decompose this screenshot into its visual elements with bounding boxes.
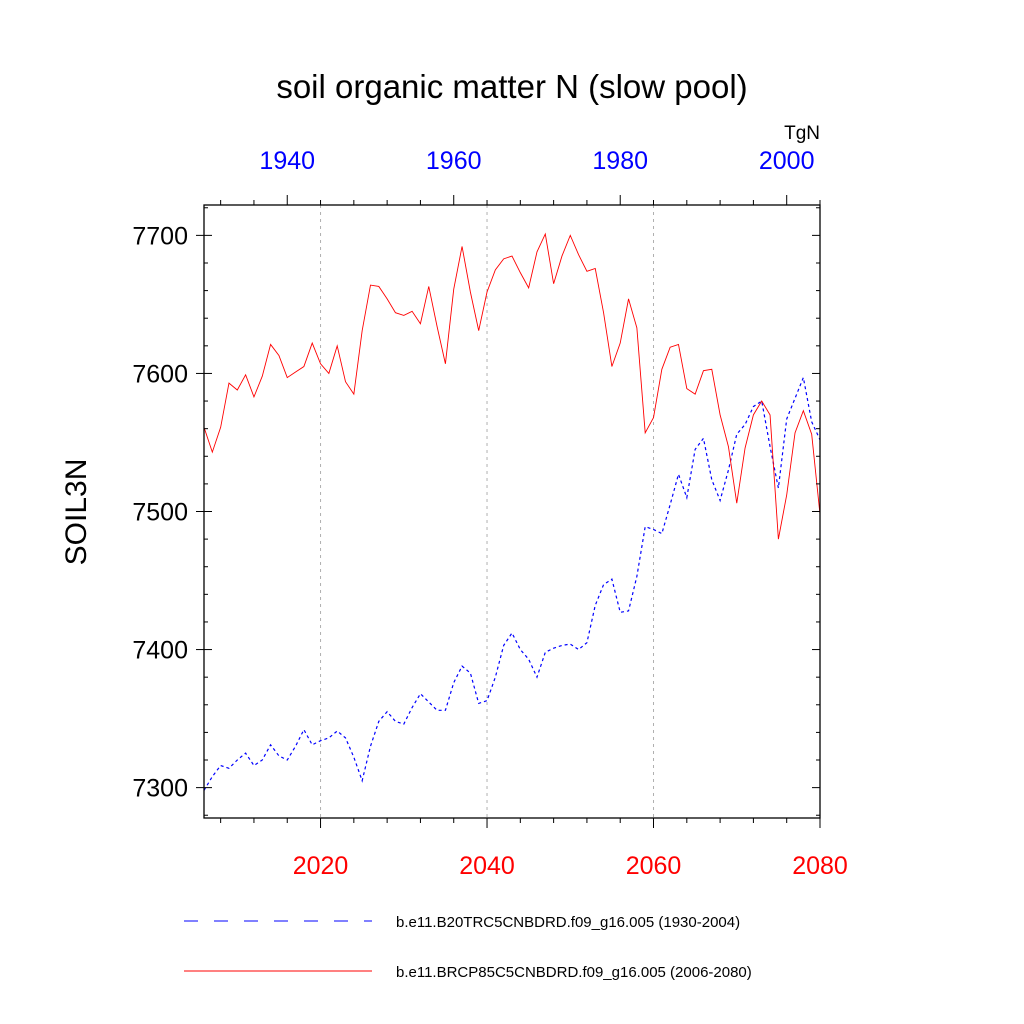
y-tick-label: 7600 [132, 360, 188, 388]
y-tick-label: 7300 [132, 775, 188, 803]
axes: 7300 7400 7500 7600 7700 2020 2040 2060 2080 1940… [132, 147, 847, 880]
legend-label-rcp85: b.e11.BRCP85C5CNBDRD.f09_g16.005 (2006-2… [396, 964, 752, 981]
legend: b.e11.B20TRC5CNBDRD.f09_g16.005 (1930-20… [184, 914, 752, 981]
legend-label-historical: b.e11.B20TRC5CNBDRD.f09_g16.005 (1930-20… [396, 914, 740, 931]
y-tick-label: 7700 [132, 222, 188, 250]
series-line-rcp85 [203, 232, 821, 540]
top-tick-label: 2000 [759, 147, 815, 175]
series-group [203, 232, 821, 791]
y-tick-label: 7400 [132, 637, 188, 665]
chart-title: soil organic matter N (slow pool) [276, 68, 747, 105]
series-line-historical [203, 375, 821, 791]
bottom-tick-label: 2040 [459, 852, 515, 880]
bottom-tick-label: 2060 [626, 852, 682, 880]
y-axis-label: SOIL3N [60, 459, 93, 566]
y-tick-label: 7500 [132, 499, 188, 527]
top-tick-label: 1960 [426, 147, 482, 175]
bottom-tick-label: 2020 [293, 852, 349, 880]
units-label: TgN [784, 123, 820, 144]
top-tick-label: 1980 [592, 147, 648, 175]
top-tick-label: 1940 [259, 147, 315, 175]
bottom-tick-label: 2080 [792, 852, 848, 880]
